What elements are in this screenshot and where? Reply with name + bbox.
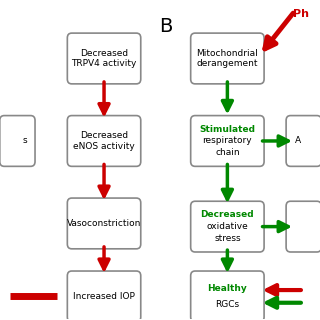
Text: A: A xyxy=(295,136,301,146)
Text: Ph: Ph xyxy=(293,9,309,19)
Text: B: B xyxy=(159,17,172,36)
Text: Decreased
eNOS activity: Decreased eNOS activity xyxy=(73,131,135,151)
Text: s: s xyxy=(22,136,27,146)
FancyBboxPatch shape xyxy=(67,198,141,249)
Text: Vasoconstriction: Vasoconstriction xyxy=(67,219,141,228)
FancyBboxPatch shape xyxy=(0,116,35,166)
Text: oxidative: oxidative xyxy=(206,222,248,231)
FancyBboxPatch shape xyxy=(191,271,264,320)
Text: chain: chain xyxy=(215,148,240,157)
FancyBboxPatch shape xyxy=(67,33,141,84)
Text: stress: stress xyxy=(214,234,241,243)
Text: Stimulated: Stimulated xyxy=(199,125,255,134)
FancyBboxPatch shape xyxy=(191,201,264,252)
Text: respiratory: respiratory xyxy=(203,136,252,146)
Text: RGCs: RGCs xyxy=(215,300,239,309)
FancyBboxPatch shape xyxy=(191,116,264,166)
FancyBboxPatch shape xyxy=(67,116,141,166)
FancyBboxPatch shape xyxy=(286,201,320,252)
Text: Mitochondrial
derangement: Mitochondrial derangement xyxy=(196,49,258,68)
Text: Healthy: Healthy xyxy=(207,284,247,293)
FancyBboxPatch shape xyxy=(191,33,264,84)
FancyBboxPatch shape xyxy=(286,116,320,166)
Text: Decreased: Decreased xyxy=(201,210,254,219)
Text: Increased IOP: Increased IOP xyxy=(73,292,135,301)
FancyBboxPatch shape xyxy=(67,271,141,320)
Text: Decreased
TRPV4 activity: Decreased TRPV4 activity xyxy=(71,49,137,68)
